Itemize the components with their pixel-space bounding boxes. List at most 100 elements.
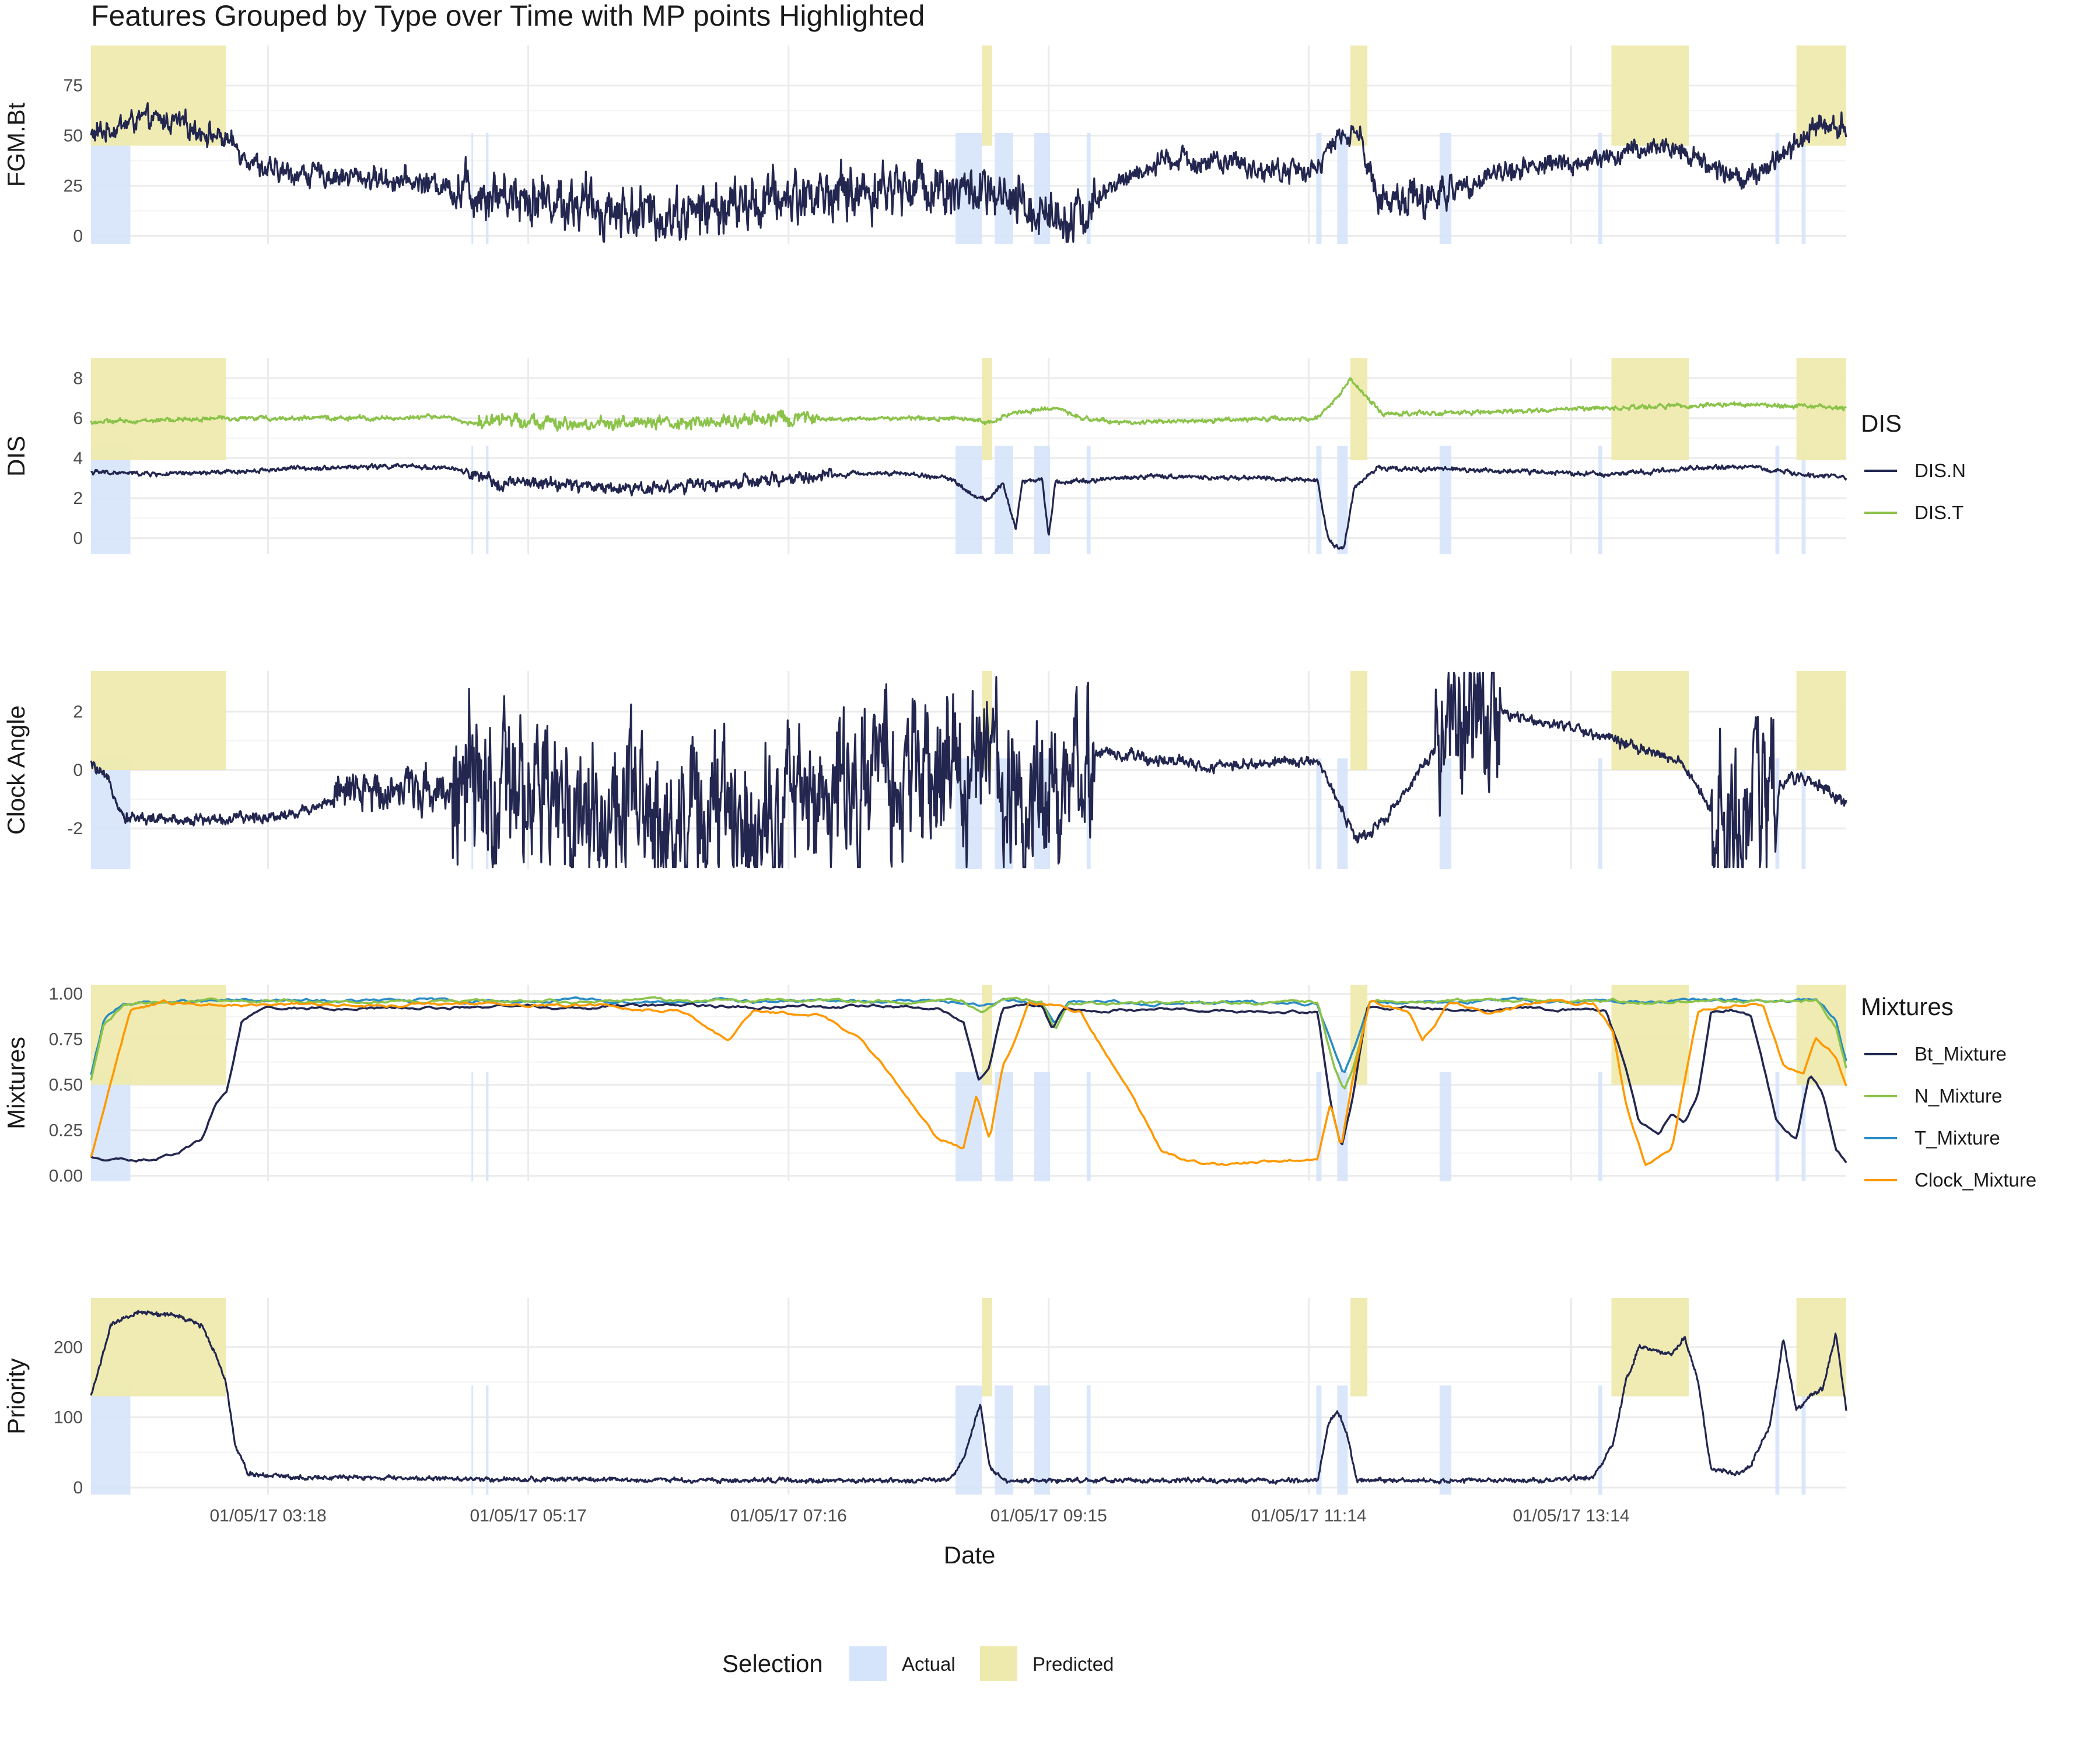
x-tick-label: 01/05/17 13:14 [1513,1506,1629,1525]
x-tick-label: 01/05/17 07:16 [730,1506,847,1525]
actual-region [1337,446,1348,554]
x-axis-label: Date [944,1541,996,1569]
actual-region [1316,758,1322,869]
actual-region [1801,446,1806,554]
actual-region [1439,133,1452,244]
y-tick-label: 75 [64,76,83,96]
panel-clock: -2 0 2 Clock Angle [2,671,1847,869]
legend-label: Predicted [1032,1653,1114,1675]
actual-region [1801,1385,1806,1495]
series-line-mixtures-clock-mixture [90,999,1847,1166]
actual-region [485,1385,489,1495]
actual-region [471,1385,474,1495]
series-line-clock [90,671,1847,869]
actual-region [1598,758,1602,869]
actual-region [1801,758,1806,869]
y-tick-label: 1.00 [49,985,83,1004]
gridlines-mixtures [91,985,1846,1181]
actual-region [1086,446,1091,554]
actual-region [956,446,982,554]
actual-region [1598,1072,1602,1181]
predicted-region [91,1298,226,1397]
y-axis-label-mixtures: Mixtures [2,1037,30,1129]
actual-region [91,758,131,869]
predicted-region [1611,1298,1689,1397]
actual-region [1801,1072,1806,1181]
actual-region [1034,446,1050,554]
y-tick-label: 0 [73,761,83,780]
actual-region [1598,1385,1602,1495]
actual-region [471,446,474,554]
y-tick-label: 0.00 [49,1167,83,1186]
y-axis-label-fgm: FGM.Bt [2,102,30,187]
x-axis: 01/05/17 03:18 01/05/17 05:17 01/05/17 07:… [210,1506,1630,1525]
legend-swatch [980,1646,1017,1681]
legend-title: DIS [1861,410,1902,437]
x-tick-label: 01/05/17 09:15 [991,1506,1107,1525]
predicted-region [1611,46,1689,146]
predicted-region [1350,671,1368,770]
predicted-region [91,46,226,146]
panel-dis: 0 2 4 6 8 DIS [2,358,1847,554]
actual-region [1337,133,1348,244]
y-tick-label: 4 [73,449,83,468]
actual-region [1775,446,1780,554]
predicted-region [1796,46,1846,146]
actual-region [1034,1072,1050,1181]
y-tick-label: 8 [73,369,83,388]
y-axis-label-dis: DIS [2,436,30,477]
actual-region [1439,1072,1452,1181]
series-line-dis-dis-n [90,463,1847,550]
y-tick-label: 0.75 [49,1030,83,1049]
y-tick-label: 200 [54,1338,83,1357]
predicted-region [981,985,992,1085]
actual-region [995,446,1013,554]
actual-region [91,1385,131,1495]
y-tick-label: 6 [73,409,83,428]
actual-region [471,758,474,869]
x-tick-label: 01/05/17 05:17 [470,1506,586,1525]
legend-selection: Selection Actual Predicted [722,1646,1114,1681]
y-tick-label: 100 [54,1408,83,1427]
predicted-region [1611,671,1689,770]
legend-dis: DIS DIS.N DIS.T [1861,410,1966,523]
y-tick-label: 2 [73,702,83,722]
predicted-region [91,358,226,460]
y-axis-label-priority: Priority [2,1358,30,1434]
legend-mixtures: Mixtures Bt_Mixture N_Mixture T_Mixture Cloc… [1861,993,2036,1191]
legend-label: T_Mixture [1915,1127,2000,1149]
actual-region [1598,446,1602,554]
y-tick-label: 0.25 [49,1121,83,1140]
actual-region [471,1072,474,1181]
actual-region [1775,133,1780,244]
y-tick-label: 0.50 [49,1076,83,1095]
predicted-region [1350,358,1368,460]
actual-region [1316,446,1322,554]
y-tick-label: 50 [64,127,83,146]
y-axis-label-clock: Clock Angle [2,705,30,835]
x-tick-label: 01/05/17 03:18 [210,1506,327,1525]
y-tick-label: 2 [73,489,83,508]
actual-region [995,1072,1013,1181]
series-line-fgm [90,102,1847,243]
actual-region [1086,133,1091,244]
actual-region [91,446,131,554]
actual-region [485,1072,489,1181]
actual-region [1337,1072,1348,1181]
actual-region [485,133,489,244]
predicted-region [1796,671,1846,770]
x-tick-label: 01/05/17 11:14 [1251,1506,1367,1525]
actual-region [1337,1385,1348,1495]
actual-region [1316,1072,1322,1181]
actual-region [471,133,474,244]
y-tick-label: 0 [73,226,83,246]
legend-label: Clock_Mixture [1915,1169,2036,1191]
actual-region [1316,1385,1322,1495]
actual-region [1034,1385,1050,1495]
actual-region [1439,758,1452,869]
legend-label: Actual [902,1653,956,1675]
actual-region [91,1072,131,1181]
legend-title: Selection [722,1650,823,1677]
